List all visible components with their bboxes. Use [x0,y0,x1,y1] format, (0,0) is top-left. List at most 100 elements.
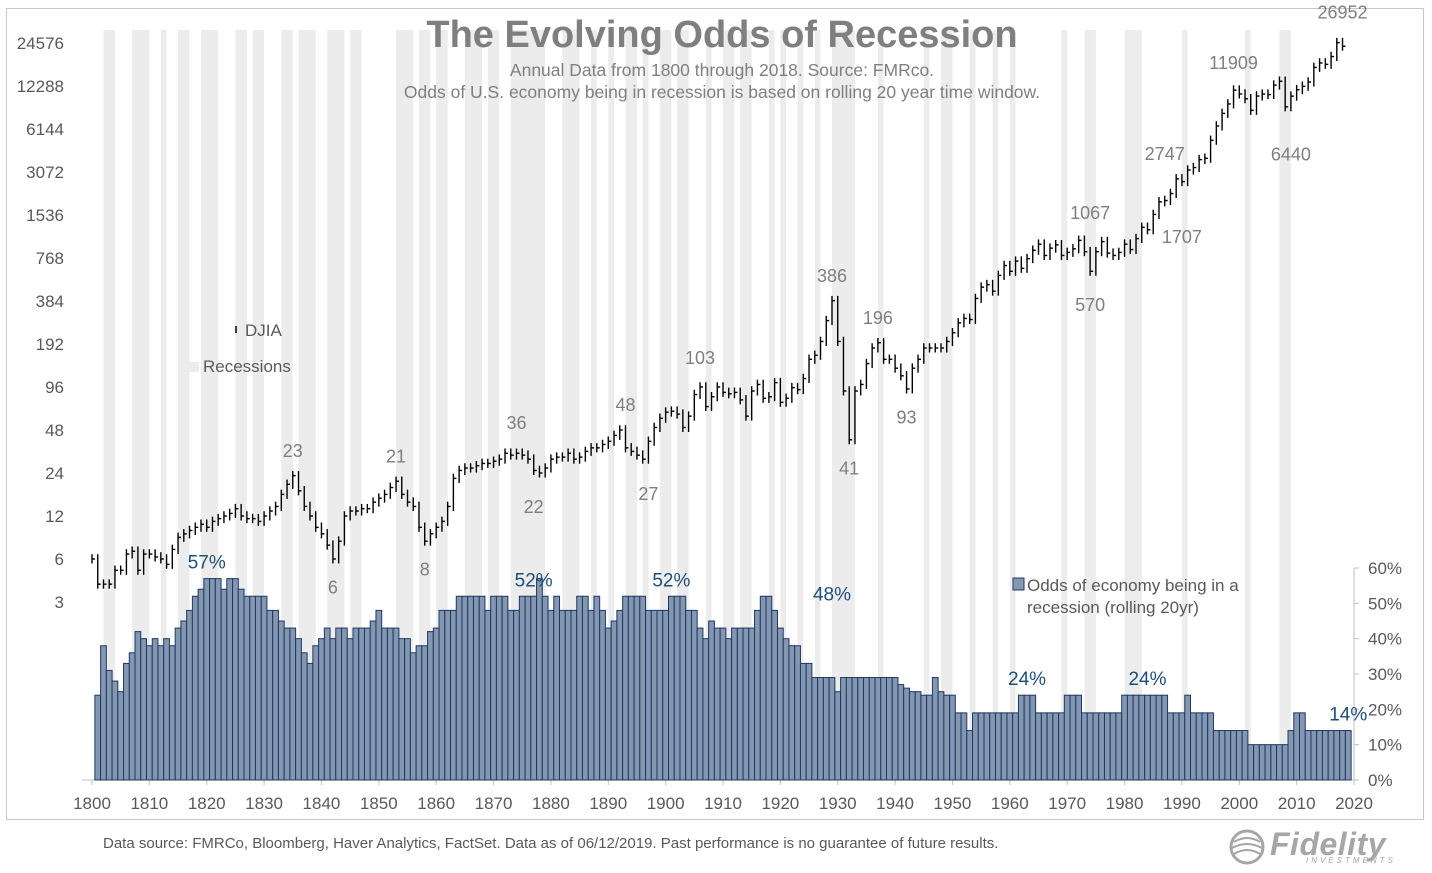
odds-bar [174,627,182,781]
odds-bar [949,694,956,781]
djia-annotation: 6440 [1271,145,1311,165]
right-tick-label: 10% [1368,736,1402,755]
odds-bar [1155,694,1163,781]
odds-bar [341,627,348,781]
odds-bar [117,691,125,781]
odds-bar [461,595,469,781]
odds-bar [1230,730,1237,781]
odds-bar [1017,694,1025,781]
odds-bar [731,627,738,781]
recession-band [768,30,775,780]
x-tick-label: 1960 [991,794,1029,813]
djia-annotation: 48 [615,395,635,415]
recession-band [160,30,167,780]
odds-bar [983,712,991,781]
odds-bar [145,645,153,781]
odds-bar [1235,730,1243,781]
recession-band [780,30,787,780]
odds-bar [1098,712,1105,781]
recession-band [487,30,500,780]
odds-bar [639,595,647,781]
x-tick-label: 1940 [876,794,914,813]
odds-bar [1304,730,1312,781]
odds-bar [857,677,865,781]
odds-bar [157,645,165,781]
logo-wordmark: Fidelity [1270,826,1387,862]
recession-band [659,30,672,780]
odds-bar [627,595,635,781]
odds-bar [977,712,985,781]
odds-bar [495,595,503,781]
odds-bar [828,677,836,781]
djia-annotation: 23 [283,441,303,461]
odds-bar [450,609,457,781]
recession-band [1061,30,1068,780]
recession-band [591,30,597,780]
x-tick-label: 1900 [647,794,685,813]
left-tick-label: 3072 [26,163,64,182]
odds-bar [759,595,767,781]
odds-bar [151,638,159,781]
odds-bar [840,677,847,781]
recession-band [923,30,930,780]
recession-band [705,30,712,780]
x-tick-label: 1840 [303,794,341,813]
odds-bar [662,609,670,781]
odds-bar [1035,712,1042,781]
odds-bar [616,609,624,781]
recession-band [797,30,804,780]
odds-bar [346,638,354,781]
odds-bar [226,578,234,781]
x-tick-label: 1880 [532,794,570,813]
djia-annotation: 8 [420,560,430,580]
recession-band [1279,30,1291,780]
djia-annotation: 196 [863,308,893,328]
x-tick-label: 1990 [1163,794,1201,813]
odds-bar [972,712,979,781]
odds-bar [799,662,807,781]
fidelity-globe-icon [1229,829,1265,865]
djia-annotation: 103 [685,348,715,368]
x-tick-label: 1870 [475,794,513,813]
odds-annotation: 52% [515,570,553,591]
djia-annotation: 26952 [1317,3,1367,23]
odds-bar [989,712,996,781]
legend-odds-label: Odds of economy being in a [1027,576,1239,595]
odds-bar [300,652,308,781]
odds-bar [645,609,652,781]
djia-annotation: 22 [524,497,544,517]
right-tick-label: 50% [1368,594,1402,613]
odds-bar [1138,694,1146,781]
odds-bar [203,578,211,781]
odds-bar [1333,730,1341,781]
odds-bar [232,578,239,781]
odds-bar [805,662,813,781]
odds-bar [140,638,147,781]
odds-bar [197,588,205,781]
odds-annotation: 24% [1008,669,1046,690]
x-tick-label: 1920 [761,794,799,813]
odds-bar [409,652,417,781]
odds-bar [794,645,801,781]
odds-bar [1029,694,1037,781]
recession-band [940,30,953,780]
odds-bar [1258,744,1266,781]
odds-annotation: 24% [1128,669,1166,690]
recession-band [103,30,115,780]
odds-bar [685,609,692,781]
odds-bar [381,627,388,781]
recession-band [350,30,362,780]
odds-bar [168,645,176,781]
odds-bar [1144,694,1151,781]
odds-bar [180,620,188,781]
odds-bar [690,609,698,781]
odds-bar [518,595,526,781]
odds-bar [1316,730,1323,781]
odds-bar [754,609,761,781]
left-tick-label: 48 [45,421,64,440]
odds-bar [650,609,658,781]
odds-bar [472,595,480,781]
odds-bar [610,620,618,781]
odds-bar [105,669,113,781]
odds-bar [530,595,538,781]
